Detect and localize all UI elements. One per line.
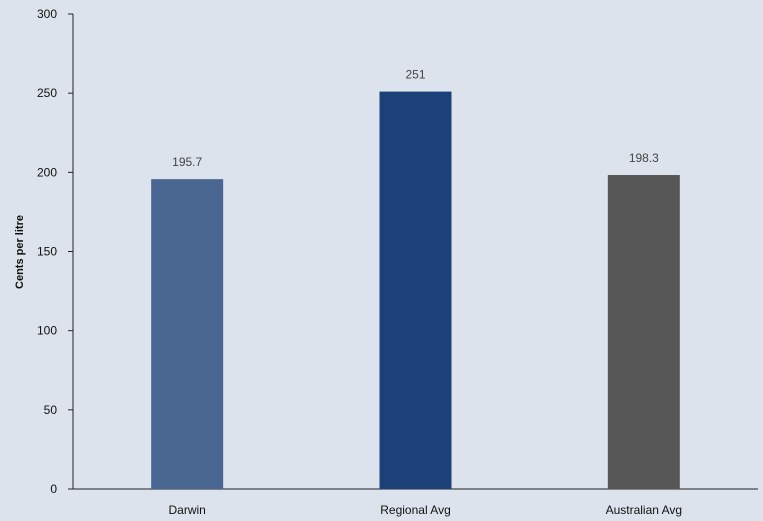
- y-tick-label: 300: [37, 7, 57, 21]
- y-tick-label: 250: [37, 86, 57, 100]
- y-axis-ticks: 0 50 100 150 200 250 300: [37, 7, 73, 496]
- data-label: 251: [405, 68, 425, 82]
- y-tick-label: 0: [50, 482, 57, 496]
- bar-darwin: [151, 179, 224, 489]
- data-label: 195.7: [172, 155, 202, 169]
- y-tick-label: 200: [37, 165, 57, 179]
- data-label: 198.3: [629, 151, 659, 165]
- data-labels: 195.7 251 198.3: [172, 68, 659, 170]
- bar-regional-avg: [379, 91, 452, 489]
- y-axis-title: Cents per litre: [14, 215, 26, 289]
- category-labels: Darwin Regional Avg Australian Avg: [168, 503, 682, 517]
- plot-area: 0 50 100 150 200 250 300 195.7 251 198.3 Darwin R…: [37, 7, 758, 517]
- y-tick-label: 50: [44, 403, 58, 417]
- x-category-label: Darwin: [168, 503, 205, 517]
- y-tick-label: 150: [37, 245, 57, 259]
- bars: [151, 91, 680, 489]
- y-tick-label: 100: [37, 324, 57, 338]
- x-category-label: Australian Avg: [606, 503, 683, 517]
- x-category-label: Regional Avg: [380, 503, 451, 517]
- bar-australian-avg: [607, 175, 680, 489]
